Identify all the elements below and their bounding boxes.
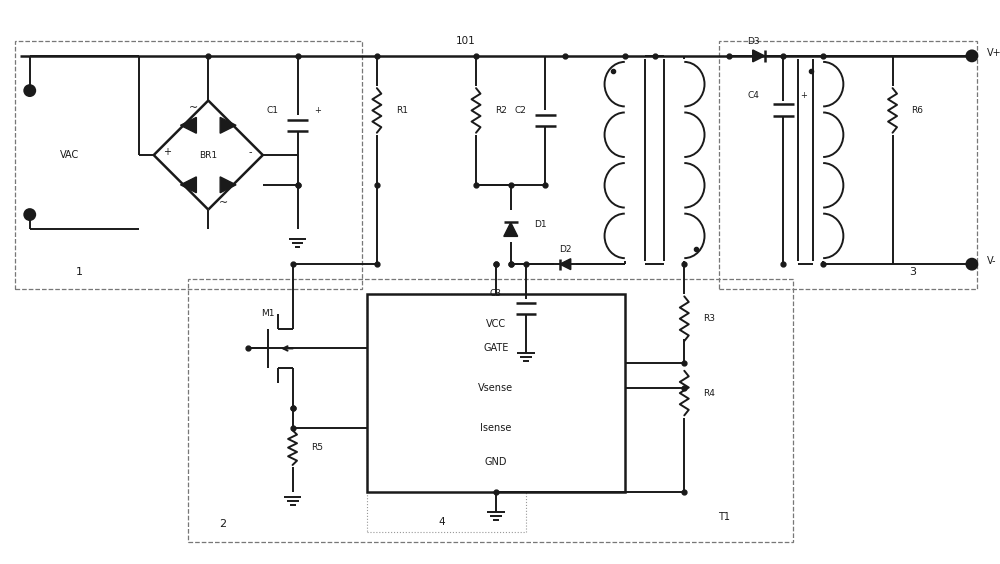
- Text: 1: 1: [76, 267, 83, 277]
- Text: ~: ~: [189, 103, 198, 112]
- Text: GND: GND: [485, 457, 507, 468]
- Text: R6: R6: [911, 106, 923, 115]
- Polygon shape: [753, 50, 765, 62]
- Text: +: +: [314, 106, 321, 115]
- Text: -: -: [248, 147, 252, 157]
- Text: 3: 3: [909, 267, 916, 277]
- Bar: [188, 279, 793, 542]
- Bar: [367, 294, 625, 492]
- Circle shape: [966, 50, 977, 61]
- Text: R5: R5: [311, 443, 323, 452]
- Bar: [719, 41, 977, 289]
- Text: R3: R3: [703, 314, 715, 323]
- Bar: [15, 41, 362, 289]
- Text: R4: R4: [703, 389, 715, 398]
- Text: VAC: VAC: [60, 150, 79, 160]
- Text: R1: R1: [396, 106, 408, 115]
- Text: T1: T1: [718, 512, 730, 522]
- Text: C3: C3: [490, 289, 502, 298]
- Text: D3: D3: [747, 37, 760, 46]
- Text: D1: D1: [534, 220, 547, 229]
- Polygon shape: [180, 117, 196, 133]
- Circle shape: [24, 209, 35, 220]
- Text: V-: V-: [987, 256, 996, 266]
- Text: 101: 101: [456, 36, 476, 46]
- Text: C1: C1: [267, 106, 279, 115]
- Polygon shape: [180, 177, 196, 193]
- Bar: [367, 294, 526, 532]
- Text: GATE: GATE: [483, 343, 509, 354]
- Text: 4: 4: [438, 517, 445, 527]
- Text: C2: C2: [515, 106, 527, 115]
- Text: +: +: [163, 147, 171, 157]
- Text: C4: C4: [748, 91, 760, 100]
- Text: Isense: Isense: [480, 423, 512, 433]
- Polygon shape: [504, 222, 518, 236]
- Text: Vsense: Vsense: [478, 383, 513, 393]
- Text: M1: M1: [261, 309, 275, 318]
- Text: BR1: BR1: [199, 151, 217, 160]
- Circle shape: [24, 85, 35, 96]
- Circle shape: [966, 259, 977, 270]
- Polygon shape: [220, 177, 236, 193]
- Text: ~: ~: [219, 197, 228, 208]
- Text: D2: D2: [559, 245, 572, 254]
- Polygon shape: [560, 259, 571, 270]
- Text: +: +: [800, 91, 807, 100]
- Polygon shape: [220, 117, 236, 133]
- Text: 2: 2: [220, 519, 227, 529]
- Text: VCC: VCC: [486, 319, 506, 329]
- Text: V+: V+: [987, 48, 1000, 58]
- Text: R2: R2: [495, 106, 507, 115]
